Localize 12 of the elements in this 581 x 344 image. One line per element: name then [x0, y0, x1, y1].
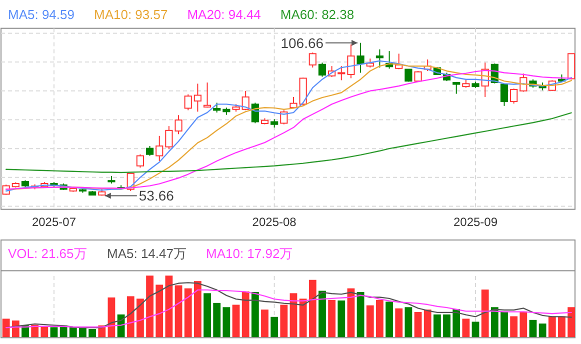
text: MA60: 82.38: [280, 7, 354, 22]
series-label: MA5: 14.47万: [107, 246, 186, 261]
annotation: 53.66: [138, 188, 174, 204]
x-tick-label: 2025-08: [252, 215, 297, 229]
text: MA10: 17.92万: [206, 246, 293, 261]
text: MA10: 93.57: [94, 7, 168, 22]
x-tick-label: 2025-07: [32, 215, 76, 229]
annotation: 106.66: [280, 34, 324, 51]
x-tick-label: 2025-09: [453, 215, 498, 229]
text: VOL: 21.65万: [8, 246, 87, 261]
text: MA20: 94.44: [187, 7, 261, 22]
text: MA5: 94.59: [8, 7, 74, 22]
